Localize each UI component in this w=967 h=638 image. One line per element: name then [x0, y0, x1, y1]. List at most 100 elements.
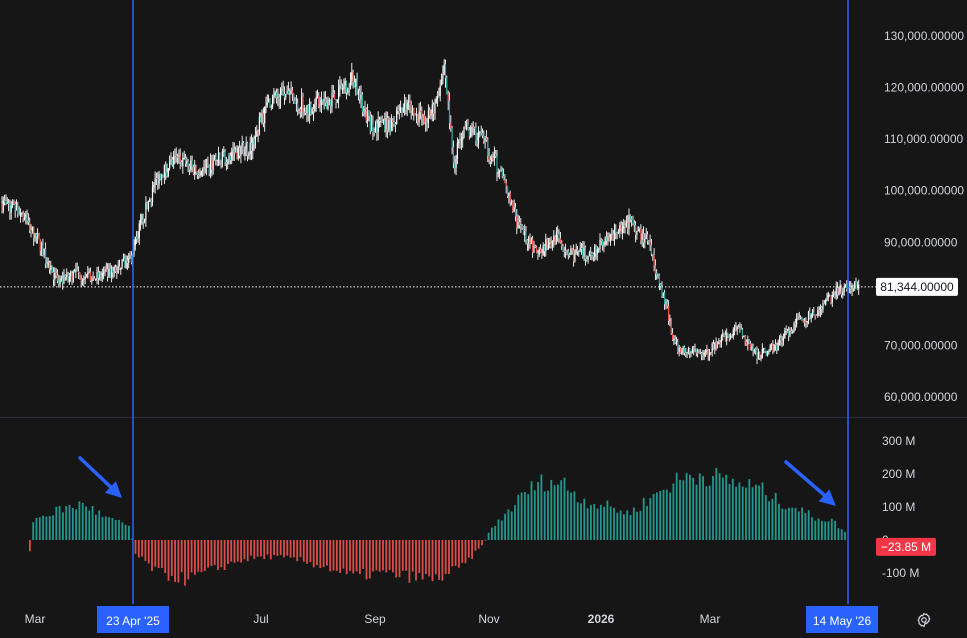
histogram-bar	[837, 528, 840, 540]
price-candle	[202, 167, 204, 177]
price-candle	[705, 349, 707, 357]
time-tick-label: 2026	[588, 612, 615, 626]
price-candle	[823, 300, 825, 305]
histogram-bar	[652, 494, 655, 540]
price-candle	[727, 332, 729, 338]
price-candle	[75, 262, 77, 279]
date-marker-label[interactable]: 23 Apr '25	[97, 606, 169, 633]
price-candle	[107, 263, 109, 282]
price-candle	[54, 267, 56, 287]
histogram-bar	[613, 507, 615, 540]
date-marker-label[interactable]: 14 May '26	[806, 606, 878, 633]
price-candle	[516, 209, 518, 235]
price-candle	[551, 240, 553, 251]
histogram-bar	[840, 529, 843, 540]
price-candle	[112, 266, 114, 279]
price-candle	[514, 203, 517, 222]
price-candle	[145, 196, 147, 227]
histogram-bar	[510, 511, 513, 540]
histogram-bar	[144, 540, 147, 561]
price-candle	[159, 173, 161, 181]
histogram-bar	[543, 491, 546, 540]
price-candle	[421, 106, 423, 126]
price-candle	[208, 164, 210, 177]
price-candle	[101, 268, 103, 282]
histogram-bar	[164, 540, 167, 574]
price-candle	[419, 101, 421, 120]
price-candle	[233, 142, 235, 161]
price-candle	[305, 107, 307, 116]
histogram-bar	[636, 511, 638, 540]
price-candle	[33, 226, 35, 246]
gear-icon[interactable]	[914, 611, 934, 629]
price-candle	[850, 281, 852, 294]
price-candle	[67, 271, 69, 283]
price-candle	[431, 99, 433, 122]
price-candle	[834, 291, 836, 299]
price-candle	[596, 246, 598, 261]
price-candle	[789, 327, 791, 338]
annotation-arrow[interactable]	[784, 460, 836, 506]
price-candle	[854, 281, 856, 291]
histogram-bar	[250, 540, 252, 556]
price-candle	[178, 149, 180, 164]
histogram-bar	[586, 508, 589, 540]
price-candle	[410, 100, 412, 120]
histogram-bar	[517, 494, 520, 540]
histogram-bar	[425, 540, 427, 575]
histogram-bar	[504, 513, 506, 540]
price-candle	[96, 267, 98, 285]
price-candle	[525, 226, 527, 245]
price-candle	[363, 106, 365, 117]
price-candle	[173, 151, 175, 169]
price-candle	[264, 106, 266, 132]
price-candle	[191, 155, 193, 173]
price-candle	[237, 145, 239, 161]
price-candle	[563, 246, 565, 258]
price-candle	[312, 104, 315, 121]
price-candle	[778, 335, 781, 346]
price-candle	[411, 105, 414, 116]
price-candle	[129, 251, 131, 260]
price-candle	[330, 99, 332, 114]
price-candle	[792, 329, 794, 334]
price-candle	[801, 316, 803, 321]
price-candle	[277, 88, 279, 106]
price-candle	[397, 105, 399, 115]
histogram-bar	[632, 507, 635, 540]
price-candle	[609, 233, 612, 246]
price-candle	[70, 270, 72, 282]
histogram-bar	[398, 540, 401, 578]
histogram-bar	[464, 540, 467, 564]
price-candle	[315, 90, 317, 112]
histogram-bar	[428, 540, 431, 577]
price-candle	[549, 237, 551, 249]
histogram-bar	[293, 540, 295, 558]
histogram-bar	[289, 540, 292, 558]
annotation-arrow[interactable]	[78, 456, 122, 498]
price-candle	[154, 171, 156, 194]
price-candle	[842, 287, 844, 299]
price-candle	[472, 121, 474, 136]
price-candle	[422, 113, 424, 126]
price-candle	[121, 259, 123, 270]
price-candle	[43, 248, 45, 259]
price-candle	[831, 291, 833, 307]
price-candle	[843, 283, 845, 296]
histogram-bar	[467, 540, 470, 558]
price-candle	[586, 255, 588, 262]
price-candle	[669, 314, 671, 327]
price-candle	[798, 311, 800, 320]
price-candle	[654, 259, 656, 280]
price-candle	[731, 334, 733, 338]
price-candle	[93, 276, 95, 280]
price-candle	[133, 239, 135, 257]
price-candle	[690, 351, 692, 358]
price-candle	[637, 226, 639, 232]
histogram-bar	[395, 540, 398, 578]
price-candle	[720, 334, 722, 348]
price-candle	[192, 164, 194, 176]
price-candle	[63, 268, 65, 285]
histogram-bar	[38, 517, 41, 540]
